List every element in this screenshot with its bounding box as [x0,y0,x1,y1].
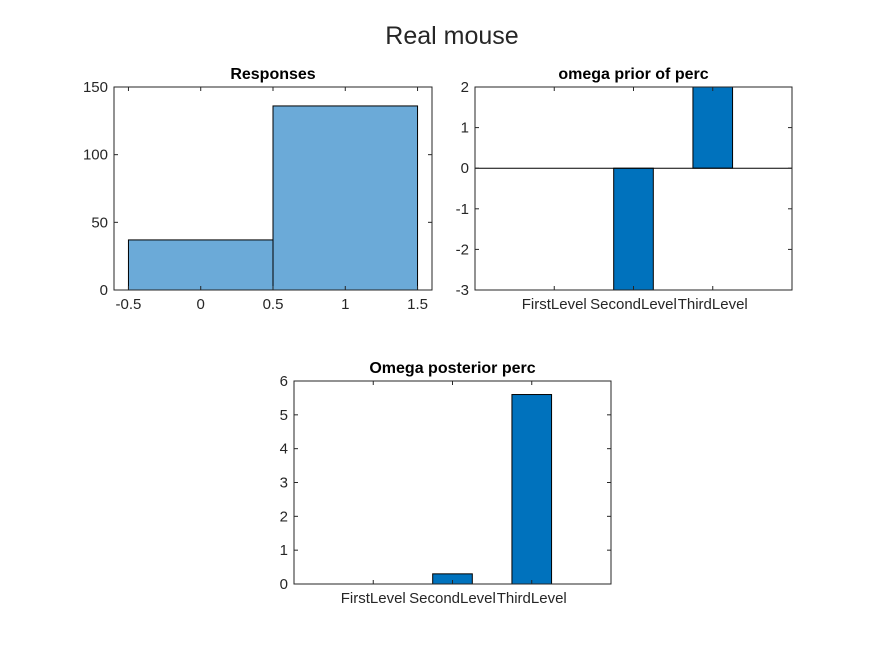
y-tick-label: 100 [83,147,108,164]
axes-frame [113,86,433,291]
x-tick-label: SecondLevel [409,590,496,607]
y-tick-label: 0 [461,160,469,177]
chart-2: omega prior of perc FirstLevel SecondLevel… [456,66,793,313]
y-tick-label: 6 [280,373,288,390]
y-tick-label: 0 [280,576,288,593]
axes-frame [474,86,793,291]
x-tick-label: ThirdLevel [678,296,748,313]
axes-title: Responses [230,66,315,83]
y-tick-label: -2 [456,241,469,258]
x-tick-label: SecondLevel [590,296,677,313]
axes-title: omega prior of perc [558,66,708,83]
y-tick-label: 1 [461,120,469,137]
x-tick-label: 1.5 [407,296,428,313]
axes-frame [293,380,612,585]
x-tick-label: FirstLevel [341,590,406,607]
bar [692,86,734,169]
y-tick-label: -3 [456,282,469,299]
y-tick-label: 3 [280,475,288,492]
y-tick-label: 150 [83,79,108,96]
chart-3: Omega posterior perc FirstLevel SecondLeve… [280,360,612,607]
x-tick-label: 0.5 [263,296,284,313]
y-tick-label: 4 [280,441,288,458]
y-tick-label: 0 [100,282,108,299]
y-tick-label: 2 [461,79,469,96]
y-tick-label: 2 [280,508,288,525]
x-tick-label: 1 [341,296,349,313]
axes-box [293,380,612,585]
x-tick-label: -0.5 [116,296,142,313]
chart-1: Responses -0.5 0 0.5 1 1.5 0 50 100 150 [83,66,433,313]
histogram-bar [127,239,274,291]
x-tick-label: 0 [197,296,205,313]
x-tick-label: FirstLevel [522,296,587,313]
y-tick-label: 50 [91,214,108,231]
histogram-bar [272,105,419,291]
y-tick-label: 5 [280,407,288,424]
bar [511,394,553,585]
y-tick-label: -1 [456,201,469,218]
x-tick-label: ThirdLevel [497,590,567,607]
figure-title: Real mouse [385,22,518,50]
y-tick-label: 1 [280,542,288,559]
axes-title: Omega posterior perc [369,360,535,377]
bar [613,167,654,291]
